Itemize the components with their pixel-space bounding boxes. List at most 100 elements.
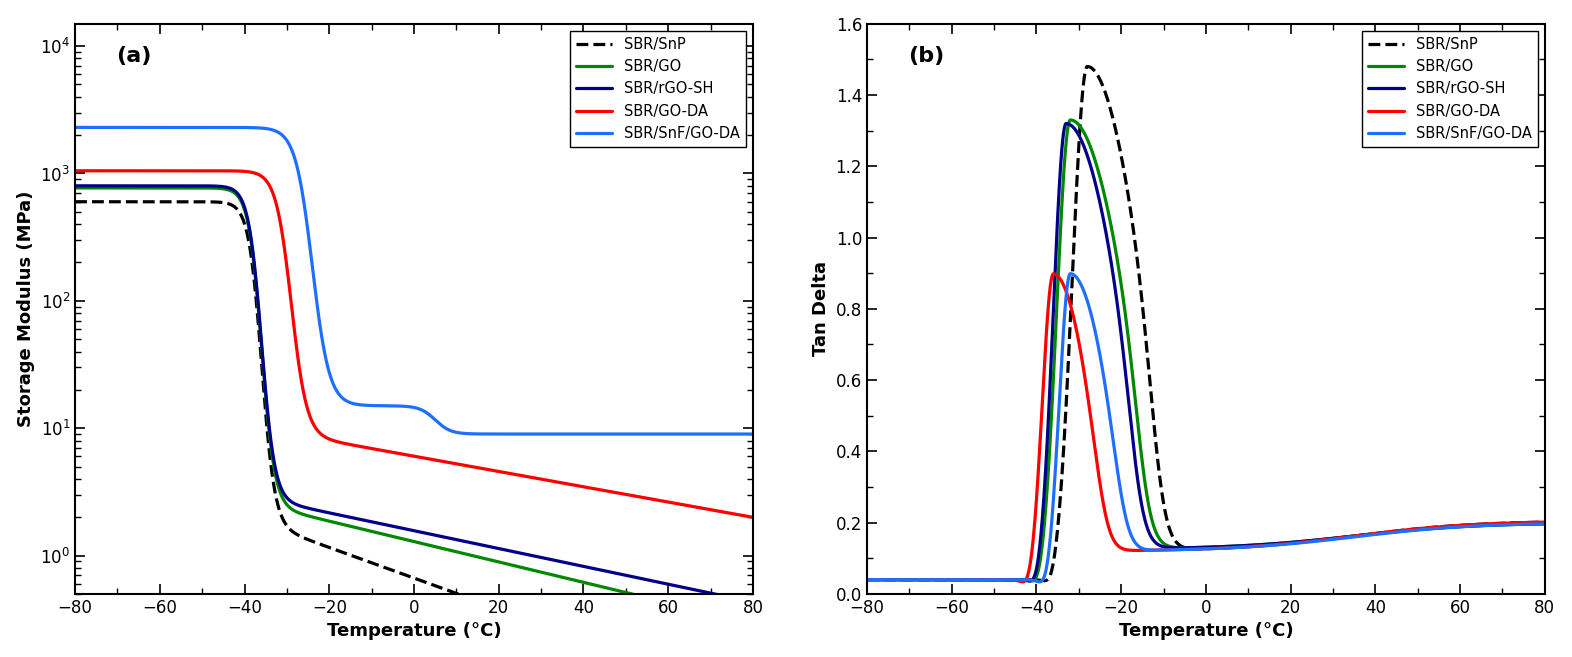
SBR/SnF/GO-DA (351, 401, 369, 409)
SBR/rGO-SH (858, 576, 877, 583)
Text: (b): (b) (907, 47, 943, 66)
Y-axis label: Storage Modulus (MPa): Storage Modulus (MPa) (17, 191, 35, 427)
Line: SBR/rGO-SH: SBR/rGO-SH (868, 124, 1545, 581)
SBR/SnF/GO-DA (689, 430, 707, 438)
Legend: SBR/SnP, SBR/GO, SBR/rGO-SH, SBR/GO-DA, SBR/SnF/GO-DA: SBR/SnP, SBR/GO, SBR/rGO-SH, SBR/GO-DA, … (1361, 31, 1537, 147)
SBR/rGO-SH (1481, 521, 1500, 529)
SBR/SnF/GO-DA (1515, 520, 1534, 528)
SBR/GO (1022, 577, 1041, 585)
SBR/SnF/GO-DA (355, 401, 374, 409)
SBR/SnP (858, 576, 877, 583)
SBR/SnP (1148, 455, 1166, 463)
Legend: SBR/SnP, SBR/GO, SBR/rGO-SH, SBR/GO-DA, SBR/SnF/GO-DA: SBR/SnP, SBR/GO, SBR/rGO-SH, SBR/GO-DA, … (571, 31, 745, 147)
SBR/rGO-SH (1143, 534, 1162, 542)
SBR/GO (558, 574, 577, 582)
SBR/GO (723, 614, 742, 622)
SBR/SnF/GO-DA (388, 402, 407, 410)
SBR/GO (351, 524, 369, 532)
SBR/rGO-SH (66, 182, 85, 190)
SBR/SnP (1515, 518, 1534, 526)
SBR/GO (1481, 521, 1500, 529)
Line: SBR/SnF/GO-DA: SBR/SnF/GO-DA (75, 127, 753, 434)
SBR/GO-DA (1014, 578, 1033, 586)
Line: SBR/SnP: SBR/SnP (75, 202, 753, 657)
SBR/GO (355, 526, 374, 533)
Line: SBR/GO: SBR/GO (75, 188, 753, 623)
SBR/GO (1536, 520, 1555, 528)
SBR/rGO-SH (355, 516, 374, 524)
SBR/GO-DA (66, 167, 85, 175)
SBR/SnF/GO-DA (858, 576, 877, 583)
SBR/rGO-SH (723, 594, 742, 602)
X-axis label: Temperature (°C): Temperature (°C) (1119, 622, 1294, 641)
SBR/rGO-SH (1515, 520, 1534, 528)
SBR/GO-DA (558, 480, 577, 488)
SBR/GO-DA (1536, 518, 1555, 526)
SBR/rGO-SH (351, 515, 369, 523)
SBR/GO-DA (1181, 545, 1199, 553)
Line: SBR/SnP: SBR/SnP (868, 66, 1545, 581)
SBR/SnF/GO-DA (1536, 520, 1555, 528)
SBR/SnF/GO-DA (558, 430, 577, 438)
SBR/rGO-SH (388, 523, 407, 531)
SBR/GO (1515, 520, 1534, 528)
Line: SBR/GO-DA: SBR/GO-DA (75, 171, 753, 517)
SBR/GO-DA (858, 576, 877, 583)
SBR/SnF/GO-DA (709, 430, 728, 438)
SBR/SnF/GO-DA (1181, 545, 1199, 553)
SBR/GO-DA (1143, 546, 1162, 554)
SBR/GO (1143, 516, 1162, 524)
SBR/rGO-SH (689, 587, 707, 595)
SBR/GO (1181, 544, 1199, 552)
SBR/rGO-SH (1148, 540, 1166, 548)
SBR/rGO-SH (558, 559, 577, 567)
SBR/GO (1061, 116, 1080, 124)
SBR/SnP (1181, 545, 1199, 553)
SBR/SnP (1536, 518, 1555, 526)
SBR/GO-DA (1350, 532, 1369, 539)
SBR/SnF/GO-DA (1061, 270, 1080, 278)
SBR/GO (1148, 532, 1166, 539)
SBR/SnF/GO-DA (723, 430, 742, 438)
SBR/GO-DA (744, 513, 762, 521)
SBR/GO-DA (723, 510, 742, 518)
SBR/rGO-SH (1536, 520, 1555, 528)
SBR/SnF/GO-DA (744, 430, 762, 438)
SBR/SnP (351, 555, 369, 562)
SBR/SnF/GO-DA (1481, 522, 1500, 530)
SBR/SnF/GO-DA (66, 124, 85, 131)
SBR/SnP (1350, 532, 1369, 539)
SBR/GO (1350, 532, 1369, 539)
SBR/SnP (66, 198, 85, 206)
SBR/GO-DA (351, 442, 369, 450)
SBR/GO-DA (355, 443, 374, 451)
Y-axis label: Tan Delta: Tan Delta (813, 261, 830, 356)
Line: SBR/GO-DA: SBR/GO-DA (868, 274, 1545, 582)
SBR/SnP (1143, 401, 1162, 409)
SBR/GO (689, 606, 707, 614)
SBR/SnF/GO-DA (1148, 546, 1166, 554)
SBR/GO (744, 619, 762, 627)
SBR/GO-DA (1481, 520, 1500, 528)
SBR/SnP (558, 629, 577, 637)
SBR/GO (388, 533, 407, 541)
SBR/GO-DA (1044, 270, 1063, 278)
SBR/GO-DA (1515, 518, 1534, 526)
SBR/SnP (388, 568, 407, 576)
SBR/rGO-SH (744, 598, 762, 606)
SBR/SnP (1078, 62, 1097, 70)
Text: (a): (a) (116, 47, 151, 66)
SBR/SnP (355, 556, 374, 564)
X-axis label: Temperature (°C): Temperature (°C) (327, 622, 501, 641)
SBR/rGO-SH (1020, 577, 1039, 585)
Line: SBR/SnF/GO-DA: SBR/SnF/GO-DA (868, 274, 1545, 582)
SBR/SnF/GO-DA (1350, 532, 1369, 540)
SBR/SnP (1481, 520, 1500, 528)
SBR/GO (66, 184, 85, 192)
SBR/SnF/GO-DA (1143, 546, 1162, 554)
SBR/rGO-SH (1056, 120, 1075, 127)
SBR/GO-DA (1148, 546, 1166, 554)
SBR/GO-DA (689, 503, 707, 511)
SBR/SnP (1034, 577, 1053, 585)
SBR/GO (858, 576, 877, 583)
